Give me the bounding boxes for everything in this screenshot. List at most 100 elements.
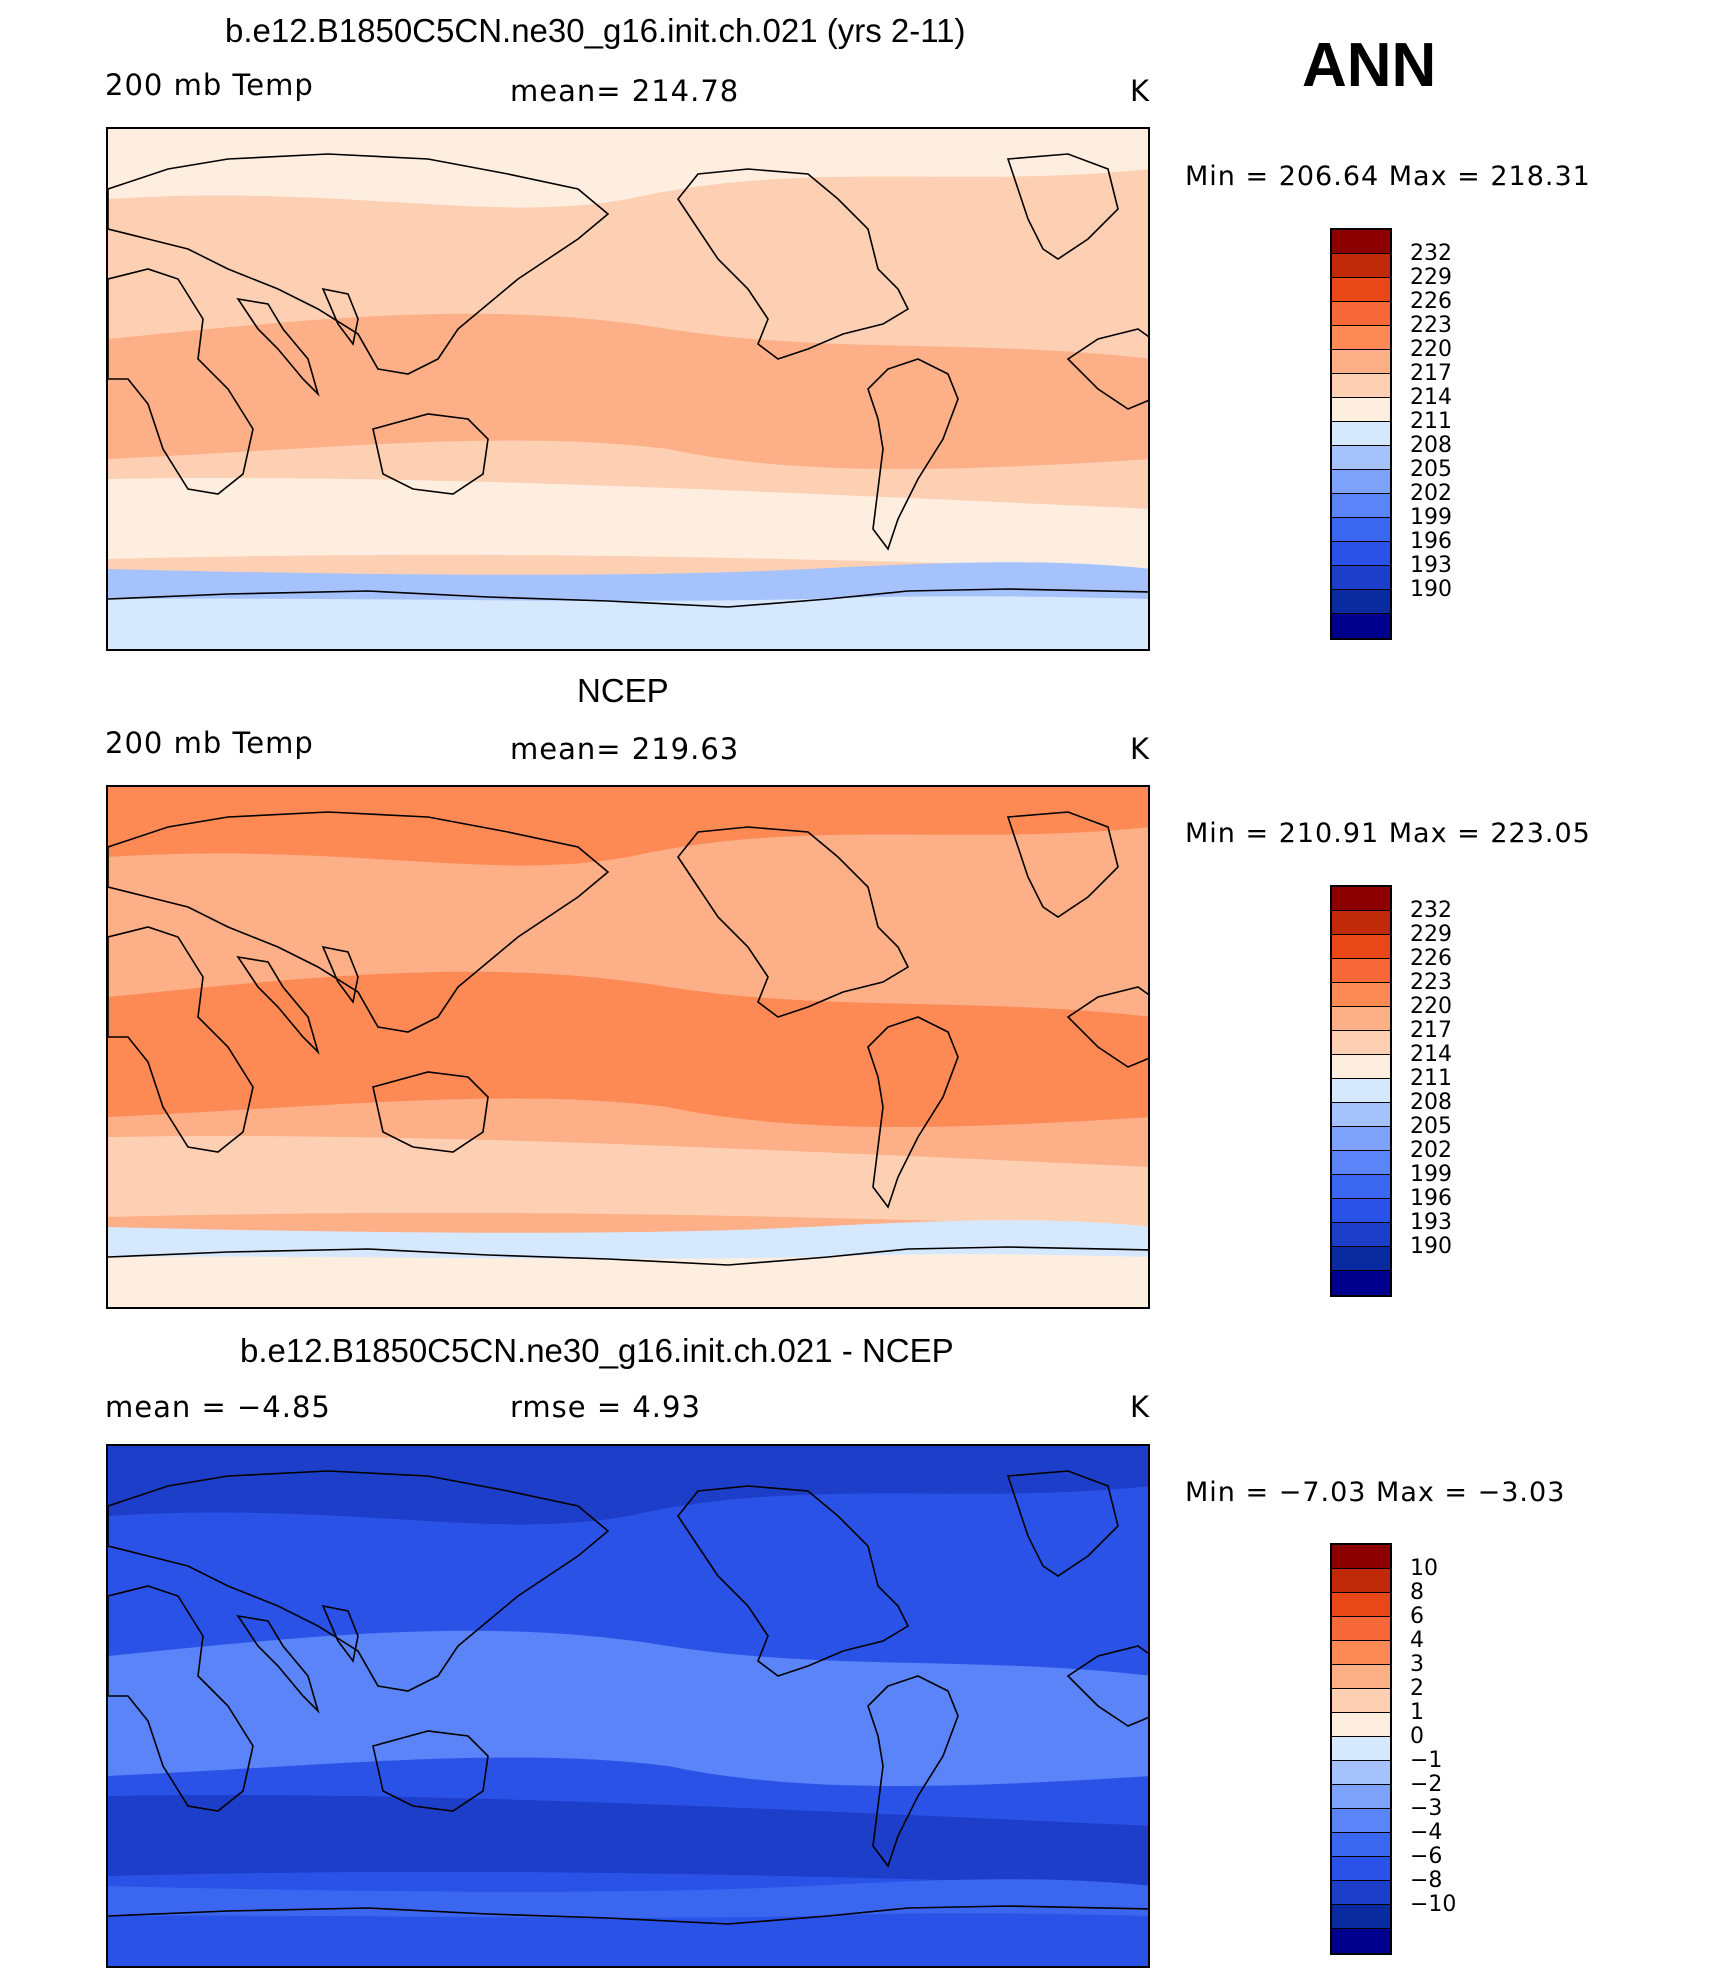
panel-title: b.e12.B1850C5CN.ne30_g16.init.ch.021 - N… bbox=[240, 1332, 954, 1369]
colorbar-tick-label: 232 bbox=[1410, 241, 1452, 266]
colorbar-swatch bbox=[1332, 1175, 1390, 1199]
units-label: K bbox=[1130, 732, 1151, 766]
colorbar-swatch bbox=[1332, 566, 1390, 590]
coastline bbox=[236, 297, 320, 397]
colorbar-tick-label: 223 bbox=[1410, 313, 1452, 338]
colorbar-tick-label: 4 bbox=[1410, 1628, 1424, 1653]
colorbar-tick-label: 196 bbox=[1410, 1186, 1452, 1211]
colorbar-tick-label: 232 bbox=[1410, 898, 1452, 923]
coastline bbox=[867, 1675, 959, 1868]
variable-label: 200 mb Temp bbox=[105, 726, 314, 760]
variable-label: 200 mb Temp bbox=[105, 68, 314, 102]
coastline bbox=[236, 1614, 320, 1714]
map-panel bbox=[106, 127, 1150, 651]
coastline bbox=[372, 413, 489, 495]
coastline bbox=[236, 955, 320, 1055]
min-max-label: Min = 210.91 Max = 223.05 bbox=[1185, 818, 1591, 849]
colorbar-tick-label: 214 bbox=[1410, 385, 1452, 410]
colorbar-swatch bbox=[1332, 1247, 1390, 1271]
colorbar-swatch bbox=[1332, 1223, 1390, 1247]
colorbar-tick-label: 193 bbox=[1410, 553, 1452, 578]
field-polar-north bbox=[108, 1446, 1148, 1525]
rmse-label: rmse = 4.93 bbox=[510, 1390, 701, 1424]
field-antarctic bbox=[108, 596, 1148, 649]
colorbar-swatch bbox=[1332, 1929, 1390, 1953]
colorbar-tick-label: 199 bbox=[1410, 1162, 1452, 1187]
colorbar-tick-label: 202 bbox=[1410, 1138, 1452, 1163]
colorbar-tick-label: 205 bbox=[1410, 457, 1452, 482]
colorbar-swatch bbox=[1332, 1857, 1390, 1881]
colorbar-swatch bbox=[1332, 1785, 1390, 1809]
map-panel bbox=[106, 1444, 1150, 1968]
colorbar-swatch bbox=[1332, 1641, 1390, 1665]
colorbar-tick-label: 10 bbox=[1410, 1556, 1438, 1581]
colorbar-tick-label: 226 bbox=[1410, 289, 1452, 314]
mean-label: mean= 219.63 bbox=[510, 732, 740, 766]
coastline bbox=[677, 1485, 910, 1677]
map-svg bbox=[108, 1446, 1148, 1966]
map-svg bbox=[108, 787, 1148, 1307]
colorbar-tick-label: 217 bbox=[1410, 361, 1452, 386]
field-antarctic bbox=[108, 1913, 1148, 1966]
coastline bbox=[372, 1071, 489, 1153]
mean-label: mean = −4.85 bbox=[105, 1390, 331, 1424]
coastline bbox=[108, 926, 254, 1153]
colorbar-swatch bbox=[1332, 1809, 1390, 1833]
season-label: ANN bbox=[1302, 31, 1437, 100]
colorbar-tick-label: −8 bbox=[1410, 1868, 1443, 1893]
colorbar-swatch bbox=[1332, 983, 1390, 1007]
colorbar-tick-label: −1 bbox=[1410, 1748, 1443, 1773]
colorbar-tick-label: 199 bbox=[1410, 505, 1452, 530]
coastline bbox=[108, 811, 610, 1033]
colorbar-tick-label: 220 bbox=[1410, 994, 1452, 1019]
colorbar-swatch bbox=[1332, 1151, 1390, 1175]
colorbar-tick-label: −6 bbox=[1410, 1844, 1443, 1869]
colorbar-tick-label: 208 bbox=[1410, 433, 1452, 458]
colorbar-swatch bbox=[1332, 1271, 1390, 1295]
colorbar-swatch bbox=[1332, 518, 1390, 542]
colorbar bbox=[1330, 885, 1392, 1297]
units-label: K bbox=[1130, 1390, 1151, 1424]
coastline bbox=[1006, 153, 1119, 260]
coastline bbox=[867, 1016, 959, 1209]
colorbar bbox=[1330, 228, 1392, 640]
colorbar-swatch bbox=[1332, 1761, 1390, 1785]
coastline bbox=[108, 1470, 610, 1692]
colorbar-swatch bbox=[1332, 1031, 1390, 1055]
colorbar-tick-label: 2 bbox=[1410, 1676, 1424, 1701]
colorbar-swatch bbox=[1332, 1055, 1390, 1079]
colorbar-swatch bbox=[1332, 1665, 1390, 1689]
colorbar-tick-label: 190 bbox=[1410, 577, 1452, 602]
colorbar-swatch bbox=[1332, 935, 1390, 959]
colorbar-tick-label: −3 bbox=[1410, 1796, 1443, 1821]
colorbar-swatch bbox=[1332, 1617, 1390, 1641]
min-max-label: Min = −7.03 Max = −3.03 bbox=[1185, 1477, 1566, 1508]
colorbar-swatch bbox=[1332, 398, 1390, 422]
coastline bbox=[677, 168, 910, 360]
coastline bbox=[1066, 986, 1148, 1068]
colorbar-tick-label: 211 bbox=[1410, 409, 1452, 434]
coastline bbox=[1066, 1645, 1148, 1727]
colorbar-swatch bbox=[1332, 374, 1390, 398]
colorbar-swatch bbox=[1332, 1545, 1390, 1569]
colorbar-tick-label: −4 bbox=[1410, 1820, 1443, 1845]
colorbar-tick-label: 190 bbox=[1410, 1234, 1452, 1259]
colorbar-swatch bbox=[1332, 959, 1390, 983]
colorbar bbox=[1330, 1543, 1392, 1955]
colorbar-swatch bbox=[1332, 1593, 1390, 1617]
map-svg bbox=[108, 129, 1148, 649]
coastline bbox=[108, 1246, 1148, 1266]
panel-title: NCEP bbox=[577, 672, 669, 709]
field-south-band bbox=[108, 478, 1148, 569]
colorbar-swatch bbox=[1332, 470, 1390, 494]
coastline bbox=[677, 826, 910, 1018]
colorbar-swatch bbox=[1332, 1127, 1390, 1151]
colorbar-swatch bbox=[1332, 326, 1390, 350]
coastline bbox=[108, 1905, 1148, 1925]
min-max-label: Min = 206.64 Max = 218.31 bbox=[1185, 161, 1591, 192]
colorbar-swatch bbox=[1332, 1199, 1390, 1223]
colorbar-swatch bbox=[1332, 422, 1390, 446]
colorbar-swatch bbox=[1332, 278, 1390, 302]
coastline bbox=[108, 153, 610, 375]
coastline bbox=[108, 268, 254, 495]
